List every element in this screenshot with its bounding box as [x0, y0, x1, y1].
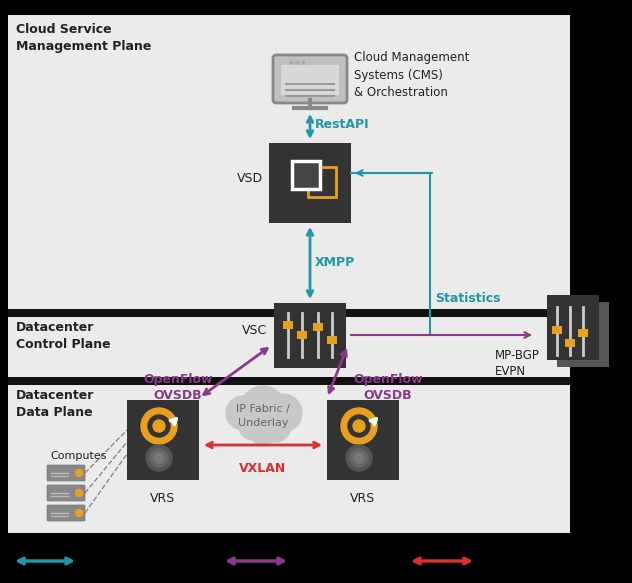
FancyBboxPatch shape	[283, 321, 293, 329]
Text: RestAPI: RestAPI	[315, 118, 370, 131]
FancyBboxPatch shape	[127, 400, 199, 480]
FancyBboxPatch shape	[269, 143, 351, 223]
FancyBboxPatch shape	[578, 329, 588, 337]
Circle shape	[141, 408, 177, 444]
FancyBboxPatch shape	[274, 303, 346, 367]
Text: Datacenter
Control Plane: Datacenter Control Plane	[16, 321, 111, 351]
Text: OpenFlow
OVSDB: OpenFlow OVSDB	[353, 373, 423, 402]
Text: VSC: VSC	[242, 324, 267, 336]
FancyBboxPatch shape	[565, 339, 575, 347]
FancyBboxPatch shape	[313, 323, 323, 331]
Circle shape	[264, 394, 302, 432]
Bar	[8, 309, 570, 317]
Circle shape	[346, 445, 372, 471]
Text: Datacenter
Data Plane: Datacenter Data Plane	[16, 389, 94, 419]
Text: Cloud Service
Management Plane: Cloud Service Management Plane	[16, 23, 152, 53]
Circle shape	[75, 490, 83, 497]
Text: Computes: Computes	[50, 451, 107, 461]
FancyBboxPatch shape	[47, 505, 85, 521]
Text: Cloud Management
Systems (CMS)
& Orchestration: Cloud Management Systems (CMS) & Orchest…	[354, 51, 470, 100]
Circle shape	[75, 510, 83, 517]
Circle shape	[353, 420, 365, 432]
Text: MP-BGP
EVPN: MP-BGP EVPN	[495, 349, 540, 378]
FancyBboxPatch shape	[308, 167, 336, 197]
Text: VRS: VRS	[150, 492, 176, 505]
Bar	[8, 15, 570, 313]
FancyBboxPatch shape	[292, 161, 320, 189]
Text: Statistics: Statistics	[435, 292, 501, 305]
Circle shape	[153, 420, 165, 432]
Bar	[8, 377, 570, 385]
Circle shape	[154, 453, 164, 463]
Circle shape	[341, 408, 377, 444]
Text: IP Fabric /
Underlay: IP Fabric / Underlay	[236, 405, 290, 427]
Circle shape	[354, 453, 364, 463]
Circle shape	[75, 469, 83, 476]
FancyBboxPatch shape	[327, 336, 337, 344]
Circle shape	[250, 419, 276, 445]
Circle shape	[226, 396, 260, 430]
Text: VSD: VSD	[237, 171, 263, 184]
Bar	[8, 381, 570, 533]
Circle shape	[259, 410, 291, 442]
Circle shape	[350, 449, 368, 467]
FancyBboxPatch shape	[273, 55, 347, 103]
Text: XMPP: XMPP	[315, 257, 355, 269]
Text: VRS: VRS	[350, 492, 375, 505]
Bar	[8, 313, 570, 381]
Circle shape	[239, 412, 267, 440]
FancyBboxPatch shape	[47, 485, 85, 501]
Circle shape	[150, 449, 168, 467]
FancyBboxPatch shape	[557, 302, 609, 367]
FancyBboxPatch shape	[547, 295, 599, 360]
FancyBboxPatch shape	[327, 400, 399, 480]
Circle shape	[241, 386, 285, 430]
Text: VXLAN: VXLAN	[240, 462, 287, 475]
Circle shape	[146, 445, 172, 471]
FancyBboxPatch shape	[552, 326, 562, 334]
FancyBboxPatch shape	[47, 465, 85, 481]
Circle shape	[348, 415, 370, 437]
Circle shape	[148, 415, 170, 437]
Text: OpenFlow
OVSDB: OpenFlow OVSDB	[143, 373, 213, 402]
FancyBboxPatch shape	[281, 65, 339, 95]
FancyBboxPatch shape	[297, 331, 307, 339]
